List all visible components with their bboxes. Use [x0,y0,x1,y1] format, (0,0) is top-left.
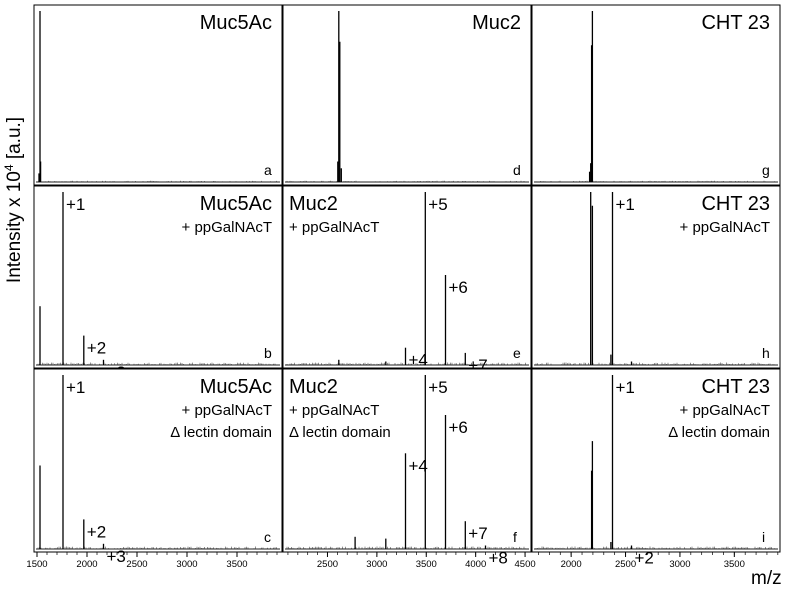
y-axis-label: Intensity x 104 [a.u.] [2,117,25,283]
peak-label: +2 [87,339,106,358]
panel-subtitle: Δ lectin domain [170,424,272,441]
tick-label: 4000 [465,559,486,570]
panel-subtitle: + ppGalNAcT [680,402,770,419]
tick-label: 2000 [561,559,582,570]
panel-subtitle: Δ lectin domain [289,424,391,441]
spectrum-panel-i: +1 +2 CHT 23 + ppGalNAcT Δ lectin domain i [531,368,781,568]
tick-label: 2500 [317,559,338,570]
panel-frame [282,4,532,186]
panel-title: Muc2 [289,193,338,215]
tick-label: 3500 [226,559,247,570]
panel-letter: i [762,529,765,545]
panel-subtitle: + ppGalNAcT [182,402,272,419]
panel-title: Muc5Ac [200,12,272,34]
panel-subtitle: + ppGalNAcT [182,219,272,236]
tick-label: 2500 [126,559,147,570]
tick-label: 2000 [76,559,97,570]
panel-subtitle: Δ lectin domain [668,424,770,441]
panel-letter: c [264,529,271,545]
panel-letter: e [513,345,521,361]
tick-label: 3500 [724,559,745,570]
tick-label: 4500 [515,559,536,570]
panel-frame [33,4,283,186]
peak-label: +7 [468,524,487,543]
panel-subtitle: + ppGalNAcT [289,402,379,419]
peak-label: +1 [616,378,635,397]
peak-label: +6 [449,278,468,297]
peak-label: +5 [428,378,447,397]
peak-label: +5 [428,195,447,214]
x-axis-3: 2000 2500 3000 3500 [538,552,779,570]
panel-frame [33,185,283,369]
panel-frame [33,368,283,553]
panel-letter: b [264,345,272,361]
tick-label: 3000 [669,559,690,570]
x-axis-1: 1500 2000 2500 3000 3500 [26,552,278,570]
tick-label: 3500 [416,559,437,570]
panel-frame [282,185,532,369]
spectrum-panel-g: CHT 23 g [531,4,781,186]
spectrum-panel-d: Muc2 d [282,4,532,186]
panel-title: Muc5Ac [200,193,272,215]
panel-letter: a [264,162,272,178]
panel-frame [531,368,781,553]
panel-frame [531,185,781,369]
panel-subtitle: + ppGalNAcT [289,219,379,236]
panel-title: CHT 23 [701,376,770,398]
spectrum-panel-f: +4 +5 +6 +7+8 Muc2 + ppGalNAcT Δ lectin domain… [282,368,532,568]
panel-letter: g [762,162,770,178]
x-axis-2: 2500 3000 3500 4000 4500 [287,552,536,570]
peak-label: +8 [489,549,508,568]
peak-label: +4 [409,351,428,370]
spectrum-panel-c: +1 +2+3 Muc5Ac + ppGalNAcT Δ lectin domain c [33,368,283,566]
panel-title: Muc5Ac [200,376,272,398]
peak-label: +1 [616,195,635,214]
peak-label: +1 [66,378,85,397]
panel-subtitle: + ppGalNAcT [680,219,770,236]
panel-frame [531,4,781,186]
panel-title: CHT 23 [701,12,770,34]
panel-frame [282,368,532,553]
panel-title: Muc2 [289,376,338,398]
panel-title: CHT 23 [701,193,770,215]
tick-label: 3000 [366,559,387,570]
x-axes-group: 1500 2000 2500 3000 3500 2500 3000 3500 4000 4500… [26,552,779,570]
panel-letter: d [513,162,521,178]
x-axis-label: m/z [751,568,782,589]
peak-label: +2 [87,522,106,541]
peak-label: +3 [107,547,126,566]
tick-label: 1500 [26,559,47,570]
panel-letter: h [762,345,770,361]
peak-label: +1 [66,195,85,214]
tick-label: 2500 [615,559,636,570]
peak-label: +6 [449,418,468,437]
spectrum-panel-a: Muc5Ac a [33,4,283,186]
tick-label: 3000 [176,559,197,570]
panel-title: Muc2 [472,12,521,34]
peak-label: +4 [409,456,428,475]
peak-label: +2 [635,549,654,568]
panel-letter: f [513,529,517,545]
